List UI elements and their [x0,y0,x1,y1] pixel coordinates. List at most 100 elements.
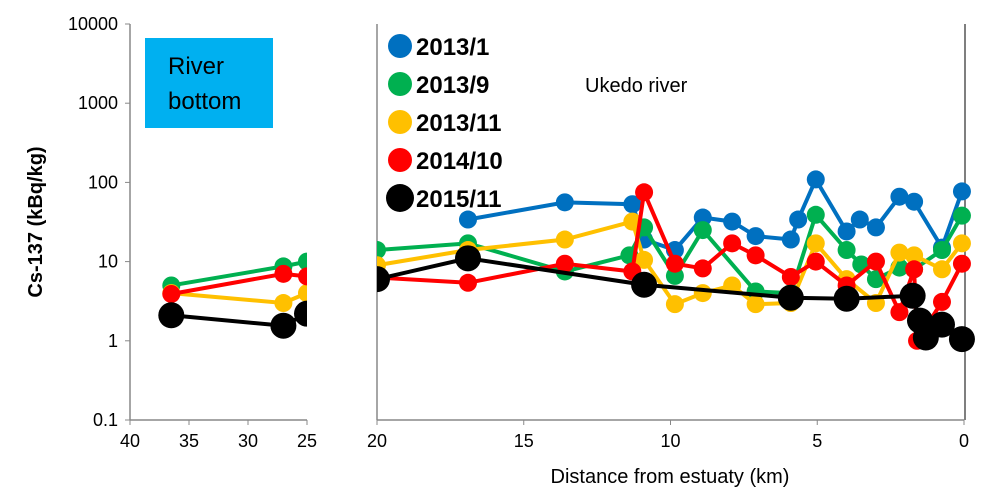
x-axis-label: Distance from estuaty (km) [551,466,790,488]
annotation-ukedo-river: Ukedo river [585,75,688,97]
data-point [162,284,181,303]
data-point [777,284,804,311]
data-point [850,210,869,229]
series-2013-11-left [162,284,307,313]
data-point [274,294,293,313]
data-point [806,205,825,224]
y-tick-label: 100 [88,172,118,192]
data-point [723,276,742,295]
data-point [932,241,951,260]
data-point [693,208,712,227]
data-point [298,284,307,303]
y-tick-label: 10000 [68,14,118,34]
right-x-tick-label: 0 [959,431,969,451]
data-point [555,193,574,212]
data-point [952,206,971,225]
y-tick-label: 10 [98,252,118,272]
data-point [746,227,765,246]
data-point [665,254,684,273]
data-point [555,230,574,249]
data-point [458,273,477,292]
data-point [781,230,800,249]
data-point [723,212,742,231]
panel-label-box [145,38,273,128]
data-point [890,243,909,262]
series-line [377,185,964,348]
data-point [454,245,481,272]
series-2014-10-left [162,264,307,303]
data-point [781,267,800,286]
right-x-tick-label: 10 [660,431,680,451]
data-point [806,234,825,253]
data-point [837,222,856,241]
data-point [270,312,297,339]
data-point [905,192,924,211]
data-point [274,264,293,283]
panel-label-line1: River [168,53,224,80]
data-point [948,326,975,353]
left-x-tick-label: 35 [179,431,199,451]
data-point [932,292,951,311]
legend-marker [386,184,414,212]
data-point [693,259,712,278]
data-point [158,302,185,329]
legend-marker [388,148,412,172]
data-point [952,254,971,273]
data-point [693,284,712,303]
data-point [458,210,477,229]
data-point [635,250,654,269]
right-x-tick-label: 15 [514,431,534,451]
data-point [294,300,307,327]
legend-marker [388,110,412,134]
data-point [631,271,658,298]
data-point [905,246,924,265]
data-point [298,252,307,271]
y-tick-label: 1000 [78,93,118,113]
y-tick-label: 0.1 [93,410,118,430]
legend-marker [388,72,412,96]
data-point [928,311,955,338]
left-x-tick-label: 25 [297,431,317,451]
data-point [806,170,825,189]
data-point [623,195,642,214]
data-point [837,241,856,260]
legend-label: 2013/1 [416,34,489,61]
data-point [635,183,654,202]
data-point [952,234,971,253]
left-x-tick-label: 40 [120,431,140,451]
series-2015-11-right [377,245,975,353]
left-x-tick-label: 30 [238,431,258,451]
data-point [298,267,307,286]
data-point [693,221,712,240]
panel-label-line2: bottom [168,88,241,115]
legend-label: 2013/11 [416,110,501,137]
data-point [866,218,885,237]
right-x-tick-label: 5 [812,431,822,451]
data-point [746,246,765,265]
data-point [746,295,765,314]
data-point [555,254,574,273]
series-2015-11-left [158,300,307,339]
y-tick-label: 1 [108,331,118,351]
data-point [723,234,742,253]
y-axis-label: Cs-137 (kBq/kg) [25,146,47,297]
data-point [623,212,642,231]
legend-label: 2013/9 [416,72,489,99]
data-point [952,182,971,201]
data-point [932,260,951,279]
right-x-tick-label: 20 [367,431,387,451]
data-point [890,303,909,322]
data-point [866,252,885,271]
data-point [890,187,909,206]
data-point [377,241,386,260]
legend-label: 2015/11 [416,186,501,213]
data-point [789,210,808,229]
data-point [377,266,390,293]
legend-marker [388,34,412,58]
data-point [899,282,926,309]
data-point [833,285,860,312]
series-line [467,175,964,253]
legend-label: 2014/10 [416,148,503,175]
